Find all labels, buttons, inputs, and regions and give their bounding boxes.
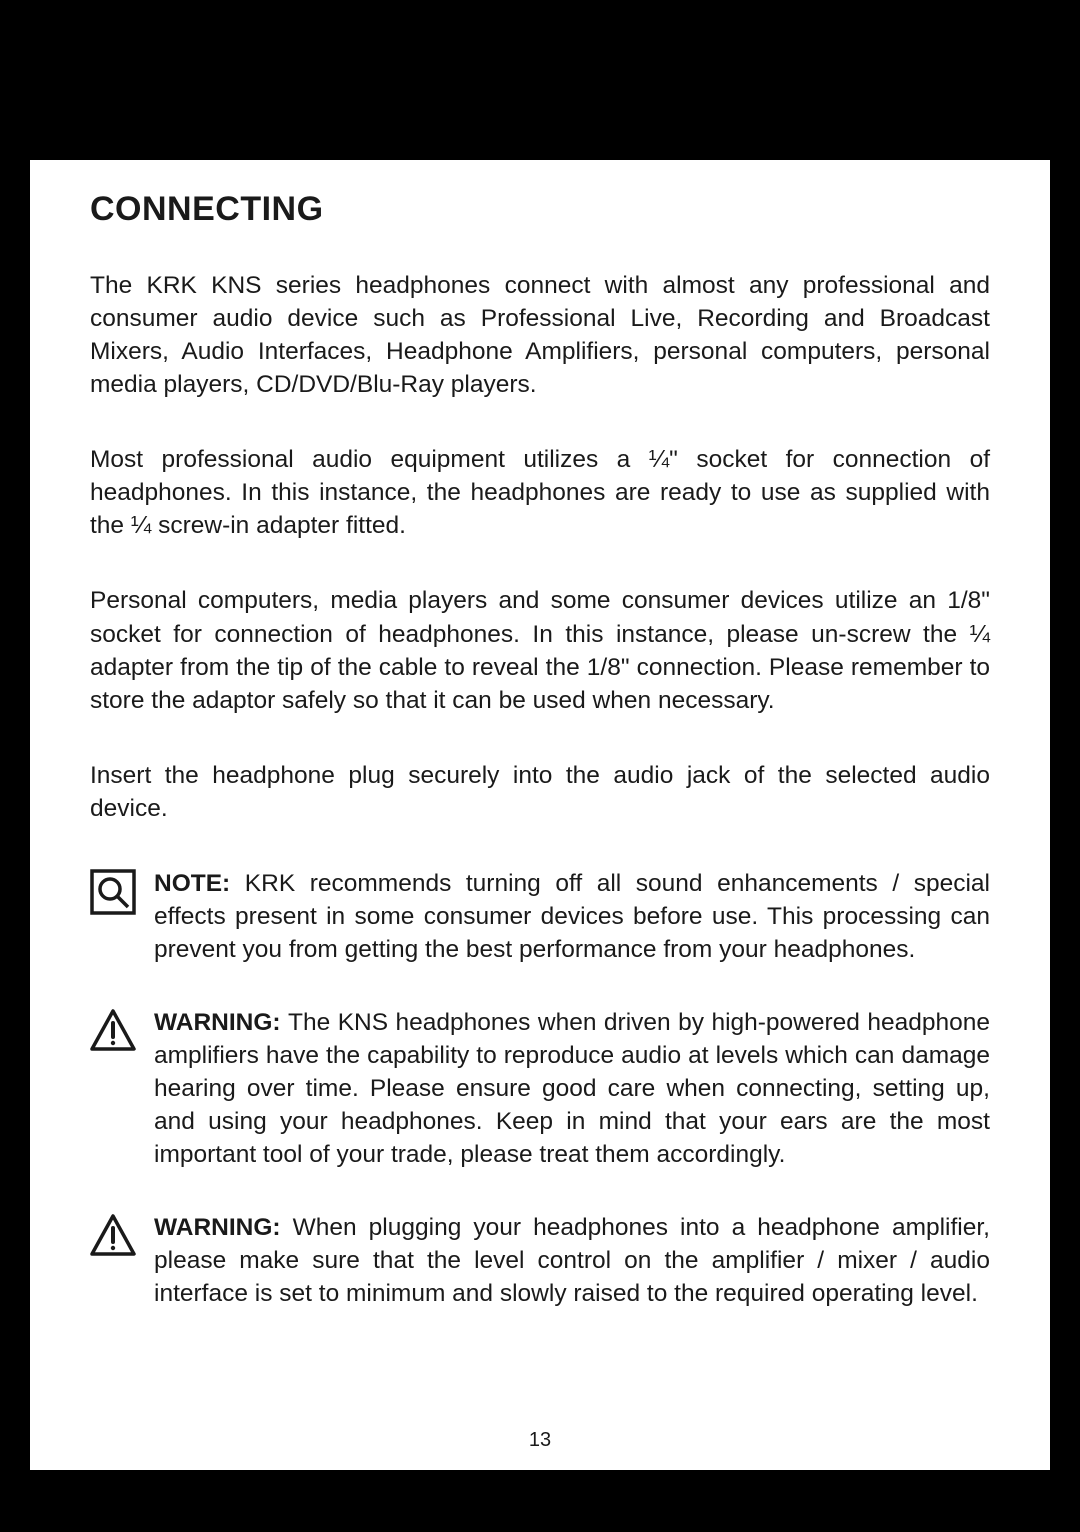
- manual-page: CONNECTING The KRK KNS series headphones…: [30, 160, 1050, 1470]
- callout-label: WARNING:: [154, 1009, 288, 1036]
- callout-text: WARNING: The KNS headphones when driven …: [154, 1006, 990, 1171]
- section-heading: CONNECTING: [90, 190, 990, 229]
- callout-body: KRK recommends turning off all sound enh…: [154, 870, 990, 963]
- page-number: 13: [30, 1429, 1050, 1452]
- warning-triangle-icon: [90, 1213, 136, 1259]
- body-paragraph: Most professional audio equipment utiliz…: [90, 443, 990, 542]
- callout-text: NOTE: KRK recommends turning off all sou…: [154, 867, 990, 966]
- warning-triangle-icon: [90, 1008, 136, 1054]
- magnifier-in-square-icon: [90, 869, 136, 915]
- warning-callout: WARNING: When plugging your headphones i…: [90, 1211, 990, 1310]
- callout-text: WARNING: When plugging your headphones i…: [154, 1211, 990, 1310]
- note-callout: NOTE: KRK recommends turning off all sou…: [90, 867, 990, 966]
- callout-label: WARNING:: [154, 1214, 293, 1241]
- body-paragraph: The KRK KNS series headphones connect wi…: [90, 269, 990, 401]
- callout-label: NOTE:: [154, 870, 245, 897]
- body-paragraph: Personal computers, media players and so…: [90, 584, 990, 716]
- warning-callout: WARNING: The KNS headphones when driven …: [90, 1006, 990, 1171]
- body-paragraph: Insert the headphone plug securely into …: [90, 759, 990, 825]
